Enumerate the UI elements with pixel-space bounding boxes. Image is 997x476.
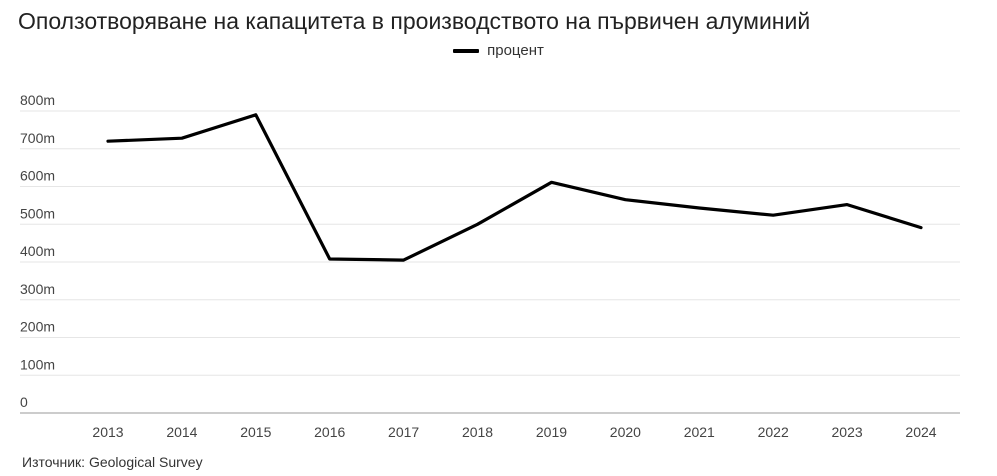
x-tick-label: 2014 <box>166 424 197 440</box>
y-tick-label: 400m <box>20 243 55 259</box>
x-tick-label: 2023 <box>832 424 863 440</box>
x-tick-label: 2016 <box>314 424 345 440</box>
y-tick-label: 0 <box>20 394 28 410</box>
x-tick-label: 2013 <box>92 424 123 440</box>
gridlines <box>20 110 960 376</box>
x-tick-label: 2024 <box>905 424 936 440</box>
x-tick-label: 2017 <box>388 424 419 440</box>
y-tick-label: 200m <box>20 319 55 335</box>
y-tick-label: 100m <box>20 356 55 372</box>
chart-title: Оползотворяване на капацитета в производ… <box>18 8 811 34</box>
x-tick-label: 2019 <box>536 424 567 440</box>
x-tick-label: 2020 <box>610 424 641 440</box>
legend-label: процент <box>487 42 544 59</box>
legend-swatch <box>453 48 480 53</box>
y-axis-ticks: 0 100m 200m 300m 400m 500m 600m 700m 800m <box>20 92 55 410</box>
y-tick-label: 300m <box>20 281 55 297</box>
legend: процент <box>0 42 997 59</box>
series-line-0 <box>106 113 923 262</box>
x-tick-label: 2018 <box>462 424 493 440</box>
x-tick-label: 2022 <box>758 424 789 440</box>
y-tick-label: 600m <box>20 168 55 184</box>
y-tick-label: 800m <box>20 92 55 108</box>
x-axis-ticks: 2013 2014 2015 2016 2017 2018 2019 2020 2021 2022… <box>92 424 936 440</box>
source-note: Източник: Geological Survey <box>22 454 203 470</box>
series-group <box>106 113 923 262</box>
x-tick-label: 2015 <box>240 424 271 440</box>
y-tick-label: 700m <box>20 130 55 146</box>
y-tick-label: 500m <box>20 205 55 221</box>
x-tick-label: 2021 <box>684 424 715 440</box>
